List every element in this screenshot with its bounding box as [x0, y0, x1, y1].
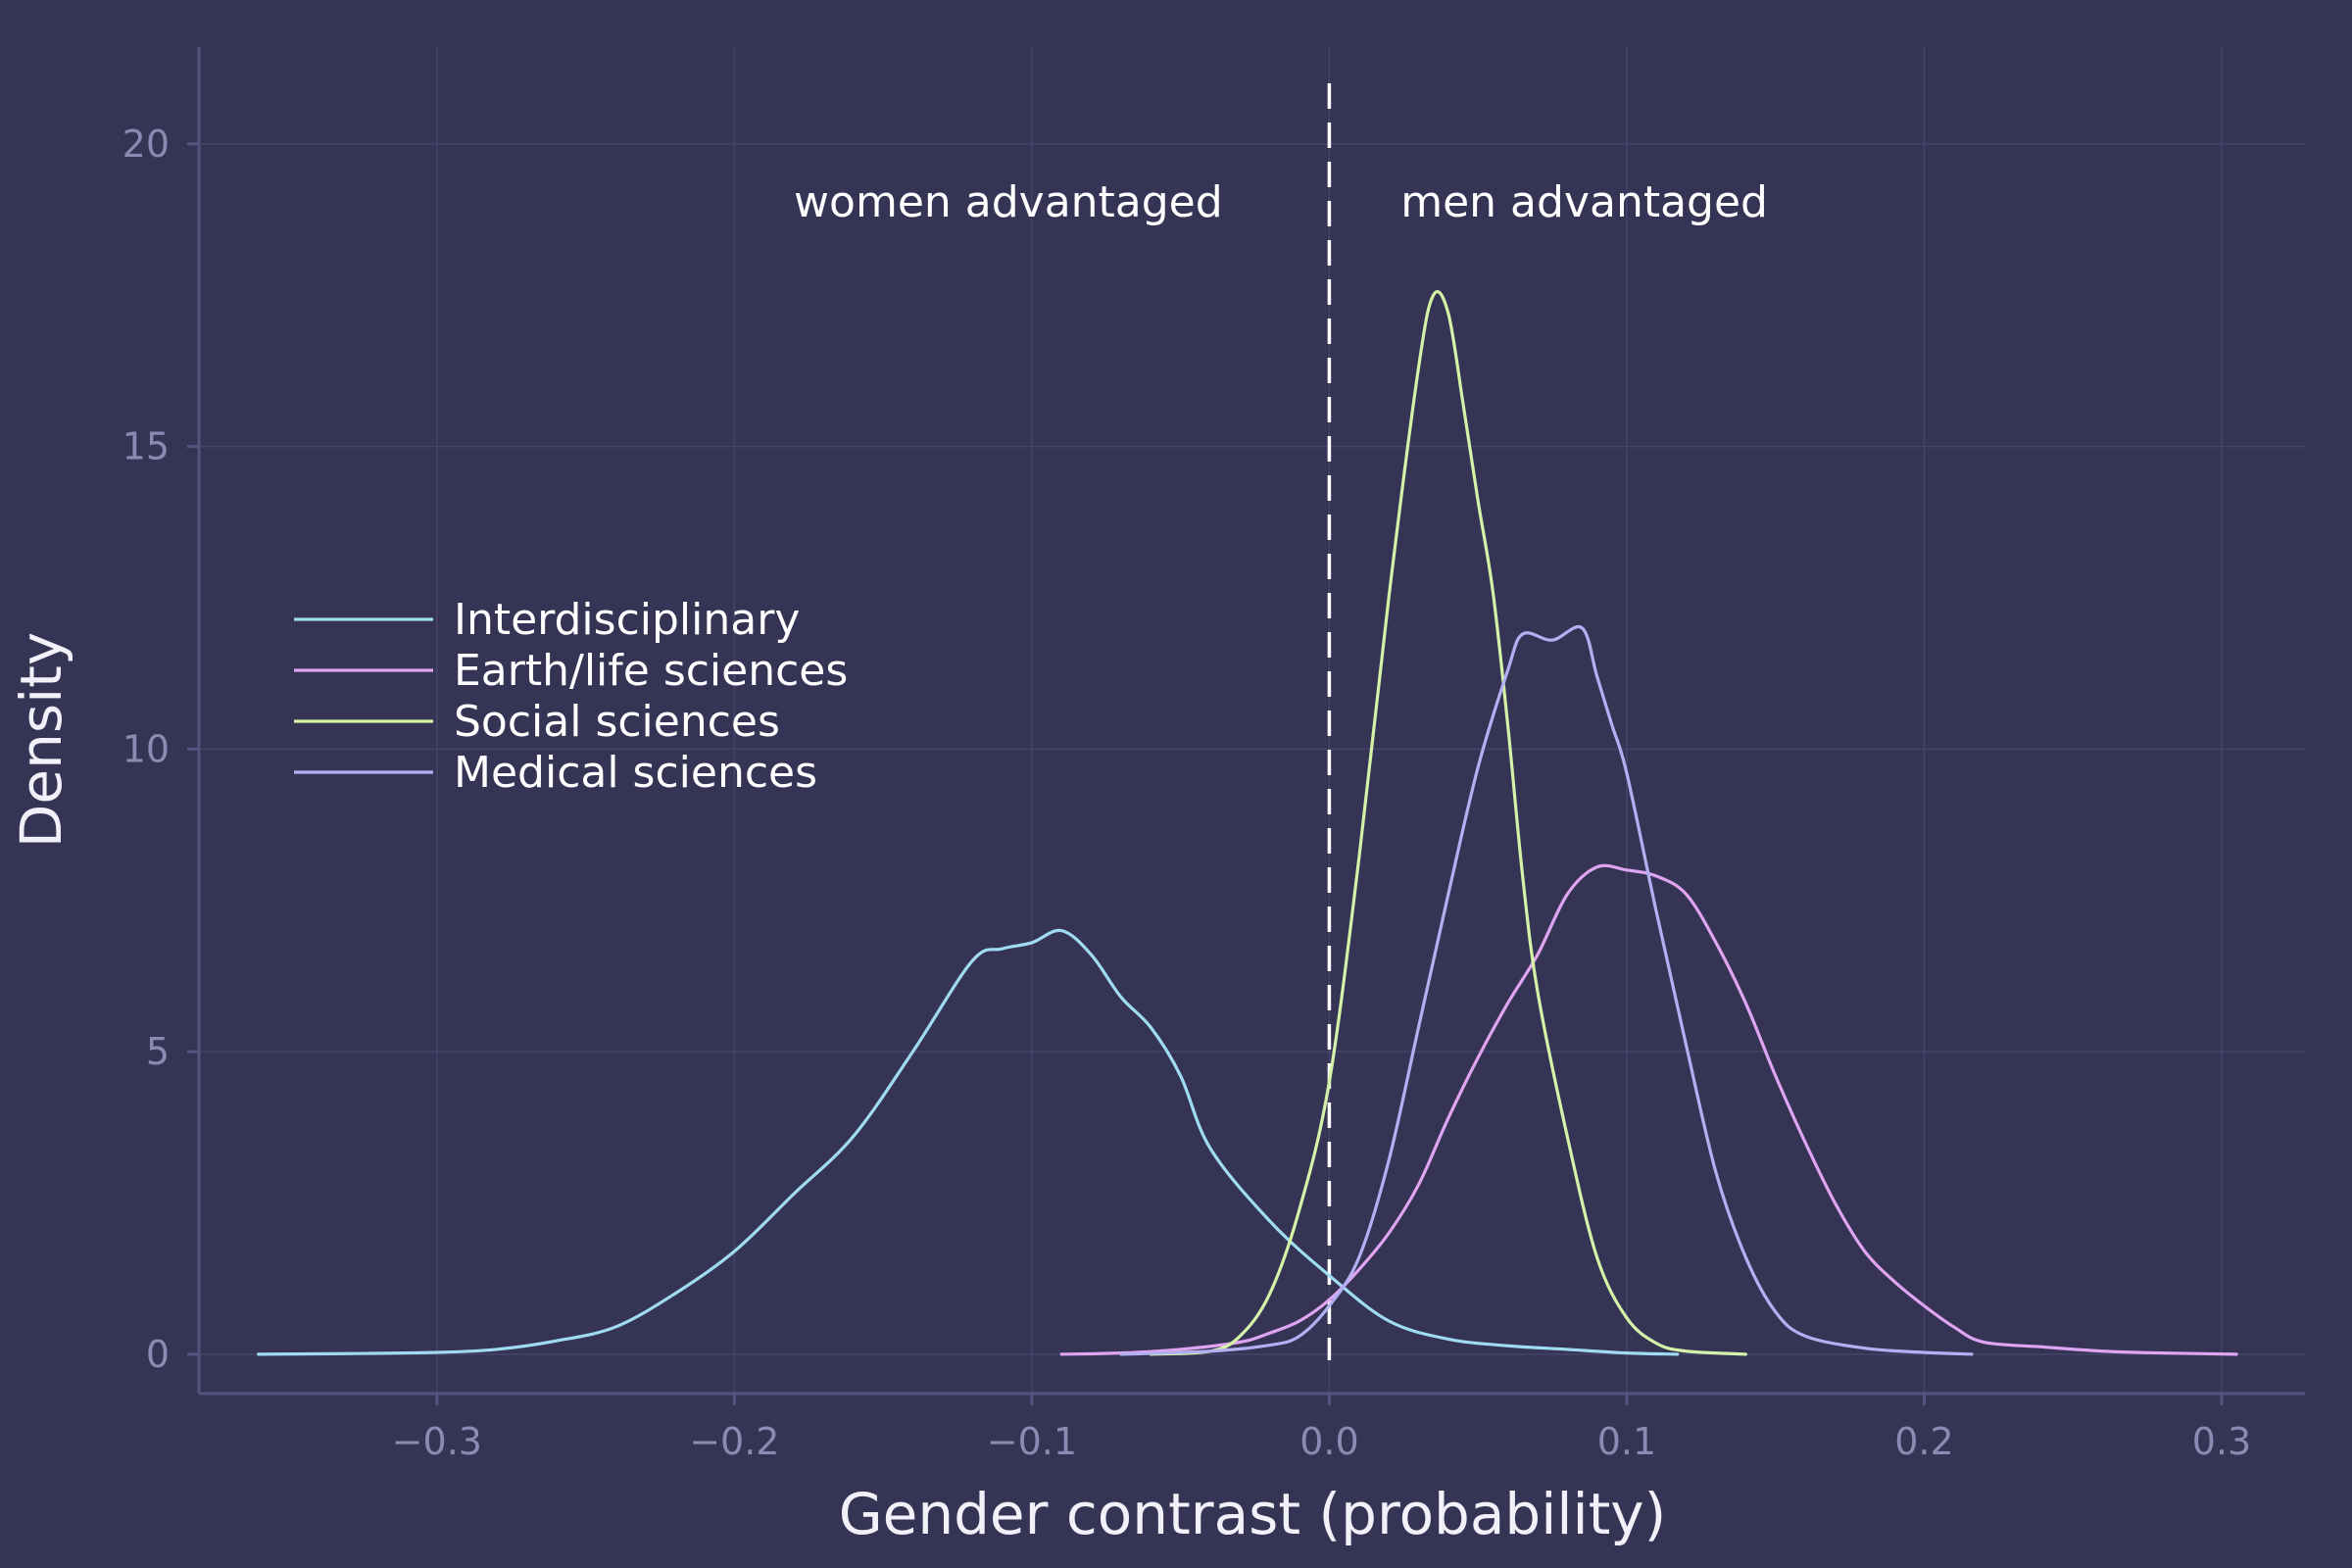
y-tick-label-0: 0: [146, 1333, 170, 1376]
annotation-0: women advantaged: [794, 177, 1223, 227]
grid: [199, 47, 2305, 1394]
series-line-interdisciplinary: [257, 928, 1680, 1356]
density-curves: [257, 289, 2238, 1356]
legend-label-earth-life-sciences: Earth/life sciences: [454, 646, 848, 696]
annotations: women advantaged men advantaged: [794, 177, 1768, 227]
series-line-medical-sciences: [1119, 624, 1974, 1356]
x-tick-label-6: 0.3: [2192, 1420, 2251, 1463]
y-axis-title: Density: [8, 632, 74, 849]
legend-label-medical-sciences: Medical sciences: [454, 748, 817, 798]
y-axis-ticks: 0 5 10 15 20: [122, 122, 199, 1376]
y-tick-label-2: 10: [122, 727, 170, 770]
y-tick-label-3: 15: [122, 425, 170, 468]
x-tick-label-0: −0.3: [392, 1420, 482, 1463]
axes-spines: [197, 47, 2305, 1396]
annotation-1: men advantaged: [1400, 177, 1768, 227]
series-line-earth-life-sciences: [1059, 863, 2238, 1356]
x-axis-ticks: −0.3 −0.2 −0.1 0.0 0.1 0.2 0.3: [392, 1394, 2251, 1463]
legend-label-interdisciplinary: Interdisciplinary: [454, 595, 800, 645]
x-tick-label-5: 0.2: [1894, 1420, 1953, 1463]
y-tick-label-1: 5: [146, 1030, 170, 1073]
x-axis-title: Gender contrast (probability): [839, 1481, 1667, 1547]
y-tick-label-4: 20: [122, 122, 170, 166]
x-tick-label-1: −0.2: [689, 1420, 779, 1463]
legend-label-social-sciences: Social sciences: [454, 697, 780, 747]
x-tick-label-2: −0.1: [987, 1420, 1077, 1463]
x-tick-label-3: 0.0: [1299, 1420, 1358, 1463]
x-tick-label-4: 0.1: [1597, 1420, 1656, 1463]
series-line-social-sciences: [1149, 289, 1747, 1356]
